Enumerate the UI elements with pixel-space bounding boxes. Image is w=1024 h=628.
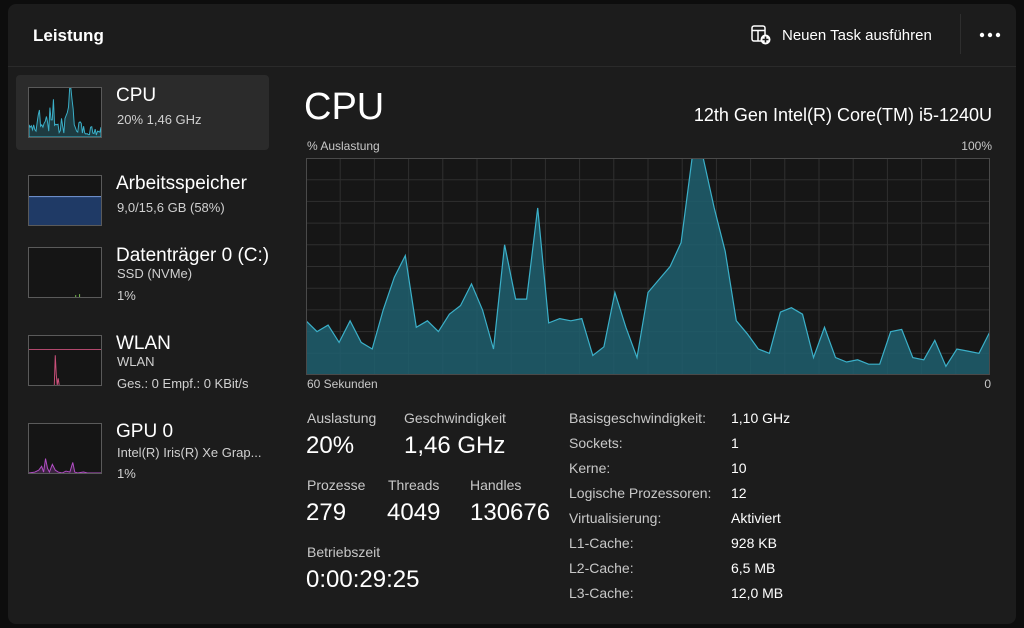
sidebar-item-detail: 20% 1,46 GHz: [117, 112, 202, 127]
spec-key-l2-cache: L2-Cache:: [569, 560, 634, 576]
chart-x-label: 60 Sekunden: [307, 377, 378, 391]
spec-key-l1-cache: L1-Cache:: [569, 535, 634, 551]
sidebar-item-memory[interactable]: Arbeitsspeicher 9,0/15,6 GB (58%): [16, 163, 269, 238]
sidebar-item-title: Datenträger 0 (C:): [116, 245, 270, 266]
sidebar-item-cpu[interactable]: CPU 20% 1,46 GHz: [16, 75, 269, 150]
sidebar-item-detail-2: 1%: [117, 466, 136, 481]
cpu-usage-area: [306, 158, 990, 375]
spec-key-kerne: Kerne:: [569, 460, 611, 476]
threads-label: Threads: [388, 477, 440, 493]
sidebar-item-disk[interactable]: Datenträger 0 (C:) SSD (NVMe) 1%: [16, 235, 269, 310]
spec-key-virtualisierung: Virtualisierung:: [569, 510, 662, 526]
memory-usage-fill: [29, 196, 101, 225]
header-divider: [960, 14, 961, 54]
sidebar-item-wlan[interactable]: WLAN WLAN Ges.: 0 Empf.: 0 KBit/s: [16, 323, 269, 398]
spec-value-kerne: 10: [731, 460, 747, 476]
spec-key-sockets: Sockets:: [569, 435, 623, 451]
sidebar-item-title: Arbeitsspeicher: [116, 173, 247, 194]
prozesse-label: Prozesse: [307, 477, 366, 493]
chart-y-label: % Auslastung: [307, 139, 380, 153]
chart-x-min-label: 0: [984, 377, 991, 391]
sidebar-item-detail-2: Ges.: 0 Empf.: 0 KBit/s: [117, 376, 249, 391]
sidebar-item-title: CPU: [116, 85, 157, 106]
geschwindigkeit-value: 1,46 GHz: [404, 432, 506, 459]
sidebar-item-title: GPU 0: [116, 421, 174, 442]
sidebar-item-detail: Intel(R) Iris(R) Xe Grap...: [117, 445, 262, 460]
wlan-thumbnail-graph: [28, 335, 102, 386]
cpu-thumbnail-graph: [28, 87, 102, 138]
sidebar-item-title: WLAN: [116, 333, 171, 354]
sidebar-item-detail: SSD (NVMe): [117, 266, 193, 281]
cpu-usage-chart: [305, 157, 991, 375]
more-icon: [979, 25, 1001, 43]
task-manager-window: Leistung Neuen Task ausführen: [8, 4, 1016, 624]
more-options-button[interactable]: [976, 24, 1004, 44]
prozesse-value: 279: [306, 499, 347, 526]
betriebszeit-label: Betriebszeit: [307, 544, 381, 560]
new-task-icon: [750, 24, 772, 46]
spec-key-l3-cache: L3-Cache:: [569, 585, 634, 601]
new-task-button[interactable]: Neuen Task ausführen: [750, 22, 932, 48]
cpu-thumbnail-series: [29, 88, 101, 137]
sidebar-item-detail-2: 1%: [117, 288, 136, 303]
spec-value-logische-prozessoren: 12: [731, 485, 747, 501]
spec-value-l2-cache: 6,5 MB: [731, 560, 776, 576]
sidebar-item-detail: WLAN: [117, 354, 155, 369]
page-title: Leistung: [33, 26, 104, 45]
spec-value-virtualisierung: Aktiviert: [731, 510, 781, 526]
spec-value-basisgeschwindigkeit: 1,10 GHz: [731, 410, 791, 426]
auslastung-label: Auslastung: [307, 410, 377, 426]
new-task-label: Neuen Task ausführen: [782, 26, 932, 44]
cpu-model-name: 12th Gen Intel(R) Core(TM) i5-1240U: [693, 105, 992, 125]
chart-y-max-label: 100%: [961, 139, 992, 153]
sidebar-item-gpu[interactable]: GPU 0 Intel(R) Iris(R) Xe Grap... 1%: [16, 411, 269, 486]
geschwindigkeit-label: Geschwindigkeit: [404, 410, 506, 426]
sidebar-item-detail: 9,0/15,6 GB (58%): [117, 200, 225, 215]
betriebszeit-value: 0:00:29:25: [306, 566, 420, 593]
main-title: CPU: [304, 86, 385, 128]
header-bar: Leistung Neuen Task ausführen: [8, 4, 1016, 67]
cpu-usage-chart-svg: [305, 157, 991, 375]
gpu-thumbnail-graph: [28, 423, 102, 474]
handles-label: Handles: [470, 477, 522, 493]
memory-thumbnail-graph: [28, 175, 102, 226]
chart-border: [306, 158, 990, 375]
disk-thumbnail-graph: [28, 247, 102, 298]
spec-value-l3-cache: 12,0 MB: [731, 585, 784, 601]
spec-value-l1-cache: 928 KB: [731, 535, 777, 551]
handles-value: 130676: [470, 499, 551, 526]
spec-value-sockets: 1: [731, 435, 739, 451]
spec-key-logische-prozessoren: Logische Prozessoren:: [569, 485, 712, 501]
auslastung-value: 20%: [306, 432, 355, 459]
spec-key-basisgeschwindigkeit: Basisgeschwindigkeit:: [569, 410, 706, 426]
threads-value: 4049: [387, 499, 441, 526]
